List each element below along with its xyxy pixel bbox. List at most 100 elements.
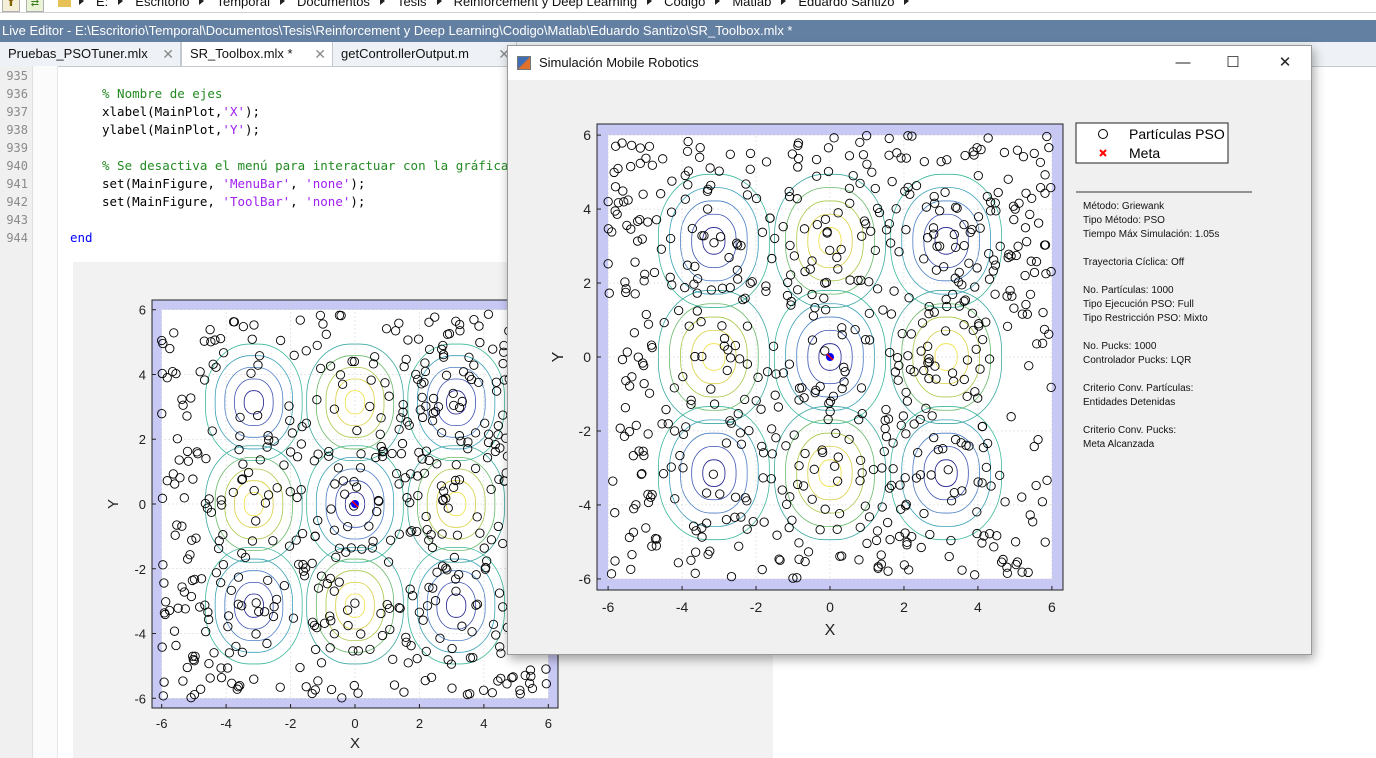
breadcrumb-segment[interactable]: Codigo (664, 0, 706, 9)
tab-sr-toolbox[interactable]: SR_Toolbox.mlx * ✕ (181, 42, 333, 66)
particle-point (498, 602, 508, 612)
particle-point (168, 469, 178, 479)
x-tick-label: -4 (676, 599, 689, 615)
particle-point (894, 360, 904, 371)
particle-point (412, 526, 422, 537)
particle-point (172, 520, 182, 530)
figure-window[interactable]: Simulación Mobile Robotics — ☐ ✕ -6 -4 -2 0… (507, 45, 1312, 655)
particle-point (1025, 209, 1035, 220)
code-line-936[interactable]: % Nombre de ejes (102, 86, 223, 101)
code-line-941[interactable]: set(MainFigure, 'MenuBar', 'none'); (102, 176, 366, 191)
legend-x-icon (1099, 149, 1107, 157)
breadcrumb-segment[interactable]: E: (96, 0, 109, 9)
close-tab-icon[interactable]: ✕ (162, 46, 174, 62)
code-line-938[interactable]: ylabel(MainPlot,'Y'); (102, 122, 261, 137)
particle-point (424, 535, 434, 545)
particle-point (800, 448, 810, 459)
particle-point (494, 588, 505, 598)
particle-point (388, 654, 398, 664)
particle-point (637, 234, 647, 244)
browse-folder-icon[interactable]: ⇄ (26, 0, 44, 12)
particle-point (235, 681, 245, 691)
particle-point (903, 131, 913, 141)
particle-point (451, 460, 461, 470)
particle-point (1025, 510, 1035, 520)
particle-point (820, 278, 830, 288)
code-line-940[interactable]: % Se desactiva el menú para interactuar … (102, 158, 509, 173)
breadcrumb-segment[interactable]: Tesis (396, 0, 427, 9)
breadcrumb-segment[interactable]: Documentos (296, 0, 370, 9)
particle-point (946, 496, 957, 506)
particle-point (807, 289, 817, 300)
particle-point (977, 538, 987, 548)
particle-point (659, 317, 669, 328)
particle-point (1018, 152, 1029, 162)
particle-point (621, 284, 631, 294)
code-line-942[interactable]: set(MainFigure, 'ToolBar', 'none'); (102, 194, 366, 209)
breadcrumb-segment[interactable]: Temporal (216, 0, 270, 9)
info-criterio-pucks: Criterio Conv. Pucks: (1083, 425, 1177, 436)
particle-point (680, 194, 690, 204)
particle-point (705, 163, 715, 173)
particle-point (171, 640, 181, 651)
breadcrumb-segment[interactable]: Reinforcement y Deep Learning (453, 0, 638, 9)
tab-pruebas-psotuner[interactable]: Pruebas_PSOTuner.mlx ✕ (0, 42, 181, 66)
particle-point (840, 367, 850, 377)
particle-point (784, 359, 795, 369)
contour-line (807, 213, 853, 268)
code-line-937[interactable]: xlabel(MainPlot,'X'); (102, 104, 261, 119)
particle-point (222, 663, 233, 673)
maximize-button[interactable]: ☐ (1226, 54, 1240, 71)
contour-line (657, 173, 770, 308)
particle-point (452, 530, 463, 540)
particle-point (893, 375, 903, 385)
particle-point (770, 390, 780, 400)
particle-point (956, 438, 966, 448)
particle-point (1020, 270, 1030, 281)
code-line-944[interactable]: end (70, 230, 93, 245)
particle-point (204, 658, 214, 669)
particle-point (524, 678, 535, 688)
x-tick-label: -4 (220, 716, 232, 731)
contour-line (818, 459, 842, 487)
close-tab-icon[interactable]: ✕ (498, 46, 510, 62)
tab-getcontrolleroutput[interactable]: getControllerOutput.m ✕ (333, 42, 517, 66)
minimize-button[interactable]: — (1175, 54, 1191, 71)
particle-point (725, 416, 735, 426)
particle-point (735, 428, 745, 438)
particle-point (407, 591, 418, 601)
particle-point (916, 542, 926, 553)
close-button[interactable]: ✕ (1278, 54, 1292, 71)
particle-point (706, 180, 716, 190)
up-folder-icon[interactable]: ⬆ (2, 0, 20, 12)
particle-point (458, 367, 469, 377)
particle-point (819, 293, 829, 303)
contour-line (912, 432, 980, 514)
close-tab-icon[interactable]: ✕ (314, 46, 326, 62)
particle-point (957, 280, 967, 290)
particle-point (353, 646, 364, 656)
particle-point (692, 306, 702, 316)
particle-point (995, 241, 1005, 251)
particle-point (678, 371, 688, 382)
particle-point (367, 543, 377, 553)
particle-point (950, 434, 961, 445)
particle-point (689, 279, 699, 289)
figure-titlebar[interactable]: Simulación Mobile Robotics — ☐ ✕ (508, 46, 1311, 80)
particle-point (947, 368, 958, 378)
particle-point (490, 439, 500, 450)
particle-point (507, 673, 517, 683)
particle-point (651, 215, 662, 225)
breadcrumb-segment[interactable]: Escritorio (135, 0, 190, 9)
particle-point (837, 330, 847, 340)
particle-point (251, 598, 261, 608)
particle-point (855, 137, 865, 148)
legend-circle-icon (1098, 129, 1108, 139)
particle-point (310, 531, 320, 541)
particle-point (205, 325, 215, 335)
breadcrumb-segment[interactable]: Eduardo Santizo (798, 0, 895, 9)
breadcrumb-segment[interactable]: Matlab (732, 0, 772, 9)
particle-point (619, 197, 629, 207)
particle-point (463, 437, 473, 447)
particle-point (680, 170, 690, 181)
